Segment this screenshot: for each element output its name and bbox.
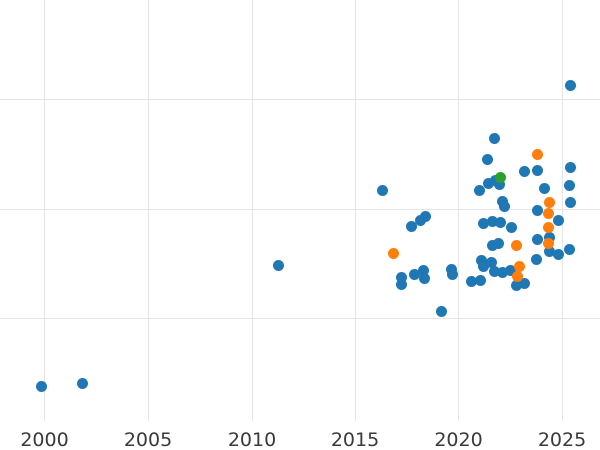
vertical-gridline — [147, 0, 149, 421]
data-point-blue — [564, 180, 575, 191]
horizontal-gridline — [0, 208, 600, 210]
x-tick-label-2020: 2020 — [434, 429, 483, 450]
data-point-blue — [519, 166, 530, 177]
data-point-orange — [511, 239, 523, 251]
data-point-blue — [417, 265, 429, 277]
data-point-blue — [544, 232, 555, 243]
data-point-blue — [486, 215, 498, 227]
data-point-blue — [474, 275, 486, 286]
data-point-orange — [511, 270, 523, 282]
data-point-blue — [408, 268, 420, 280]
data-point-blue — [519, 277, 530, 289]
data-point-orange — [543, 196, 555, 208]
data-point-blue — [477, 260, 489, 272]
data-point-orange — [387, 248, 399, 259]
data-point-blue — [499, 200, 510, 212]
data-point-blue — [486, 257, 498, 268]
data-point-blue — [552, 249, 564, 260]
data-point-blue — [532, 234, 543, 245]
x-tick-label-2015: 2015 — [330, 429, 380, 450]
x-tick-label-2005: 2005 — [123, 429, 173, 450]
data-point-blue — [435, 306, 447, 317]
data-point-blue — [376, 184, 388, 196]
horizontal-gridline — [0, 99, 600, 100]
vertical-gridline — [251, 0, 253, 421]
data-point-blue — [396, 279, 408, 290]
data-point-blue — [478, 217, 489, 229]
data-point-blue — [419, 210, 431, 222]
data-point-blue — [532, 205, 544, 216]
x-tick-label-2025: 2025 — [537, 429, 587, 450]
horizontal-gridline — [0, 318, 600, 319]
data-point-blue — [495, 216, 506, 228]
vertical-gridline — [354, 0, 356, 421]
data-point-blue — [505, 265, 517, 277]
data-point-blue — [506, 222, 517, 233]
data-point-blue — [510, 280, 522, 291]
data-point-blue — [539, 183, 550, 194]
data-point-blue — [272, 259, 284, 271]
data-point-blue — [565, 162, 576, 173]
data-point-blue — [396, 271, 408, 283]
x-tick-label-2000: 2000 — [20, 429, 69, 450]
data-point-blue — [488, 132, 500, 144]
data-point-blue — [447, 269, 458, 280]
data-point-blue — [532, 165, 543, 176]
data-point-blue — [406, 221, 418, 233]
data-point-blue — [564, 197, 576, 208]
data-point-blue — [76, 378, 88, 389]
data-point-orange — [542, 238, 554, 249]
data-point-blue — [531, 254, 543, 265]
data-point-blue — [482, 154, 494, 165]
data-point-orange — [542, 221, 554, 233]
data-point-orange — [513, 260, 525, 272]
data-point-blue — [544, 245, 555, 257]
vertical-gridline — [458, 0, 459, 421]
data-point-blue — [564, 79, 576, 91]
vertical-gridline — [561, 0, 563, 421]
x-tick-label-2010: 2010 — [227, 429, 277, 450]
data-point-orange — [543, 208, 554, 219]
data-point-blue — [494, 179, 505, 190]
data-point-blue — [35, 380, 47, 392]
data-point-blue — [482, 178, 494, 189]
data-point-blue — [563, 244, 575, 255]
data-point-blue — [466, 276, 477, 287]
data-point-blue — [492, 238, 504, 249]
data-point-blue — [473, 185, 485, 196]
data-point-orange — [532, 149, 544, 160]
data-point-blue — [419, 272, 431, 284]
data-point-blue — [497, 267, 509, 278]
data-point-blue — [414, 215, 426, 227]
vertical-gridline — [44, 0, 45, 421]
data-point-blue — [553, 214, 564, 226]
data-point-green — [495, 171, 507, 183]
data-point-blue — [488, 265, 500, 277]
